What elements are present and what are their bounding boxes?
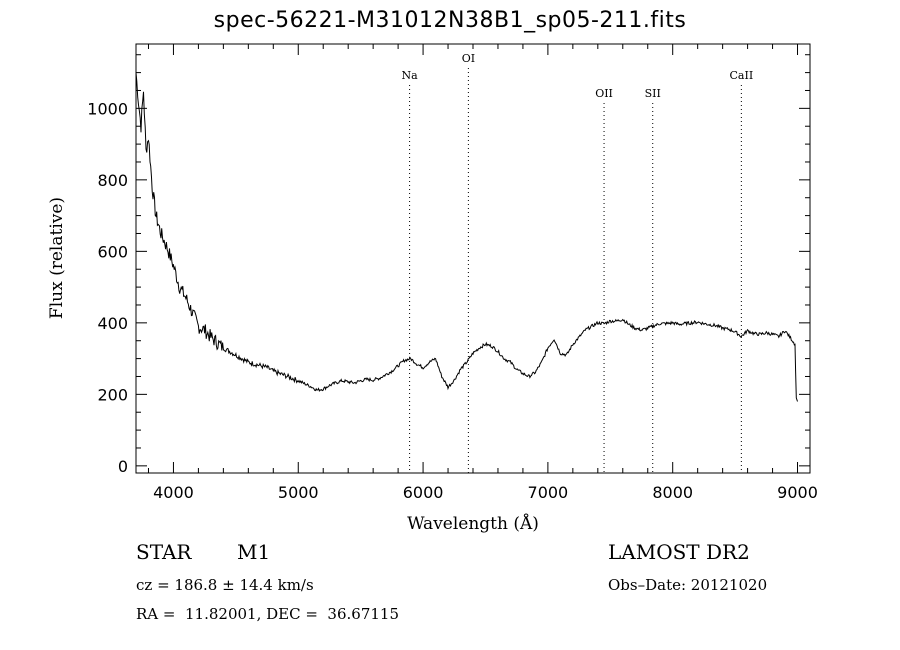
- reference-lines: Na OI OII SII CaII: [402, 52, 754, 473]
- y-tick-label: 1000: [87, 99, 128, 118]
- x-tick-label: 5000: [278, 483, 319, 502]
- x-tick-label: 9000: [777, 483, 818, 502]
- object-subclass: M1: [237, 540, 271, 564]
- x-tick-label: 8000: [652, 483, 693, 502]
- x-tick-label: 7000: [528, 483, 569, 502]
- reference-label-oii: OII: [595, 87, 613, 100]
- plot-frame: [135, 43, 811, 474]
- redshift-text: cz = 186.8 ± 14.4 km/s: [136, 576, 314, 594]
- y-tick-label: 0: [118, 457, 128, 476]
- y-tick-label: 600: [97, 242, 128, 261]
- reference-label-sii: SII: [645, 87, 661, 100]
- x-tick-label: 4000: [153, 483, 194, 502]
- object-class: STAR: [136, 540, 192, 564]
- minor-ticks: [136, 44, 810, 473]
- chart-title: spec-56221-M31012N38B1_sp05-211.fits: [213, 8, 687, 33]
- y-tick-label: 400: [97, 314, 128, 333]
- series-group: [135, 72, 798, 402]
- y-tick-label: 800: [97, 171, 128, 190]
- y-tick-label: 200: [97, 385, 128, 404]
- reference-label-oi: OI: [462, 52, 475, 65]
- x-axis-label: Wavelength (Å): [407, 513, 539, 534]
- y-tick-labels: 0 200 400 600 800 1000: [87, 99, 128, 476]
- survey-name: LAMOST DR2: [608, 540, 750, 564]
- reference-label-caii: CaII: [730, 69, 754, 82]
- x-tick-label: 6000: [403, 483, 444, 502]
- spectrum-line: [135, 72, 798, 402]
- y-axis-label: Flux (relative): [47, 197, 67, 319]
- reference-label-na: Na: [402, 69, 419, 82]
- coordinates-text: RA = 11.82001, DEC = 36.67115: [136, 605, 400, 623]
- obs-date-text: Obs–Date: 20121020: [608, 576, 768, 594]
- x-tick-labels: 4000 5000 6000 7000 8000 9000: [153, 483, 818, 502]
- major-ticks: [136, 44, 810, 473]
